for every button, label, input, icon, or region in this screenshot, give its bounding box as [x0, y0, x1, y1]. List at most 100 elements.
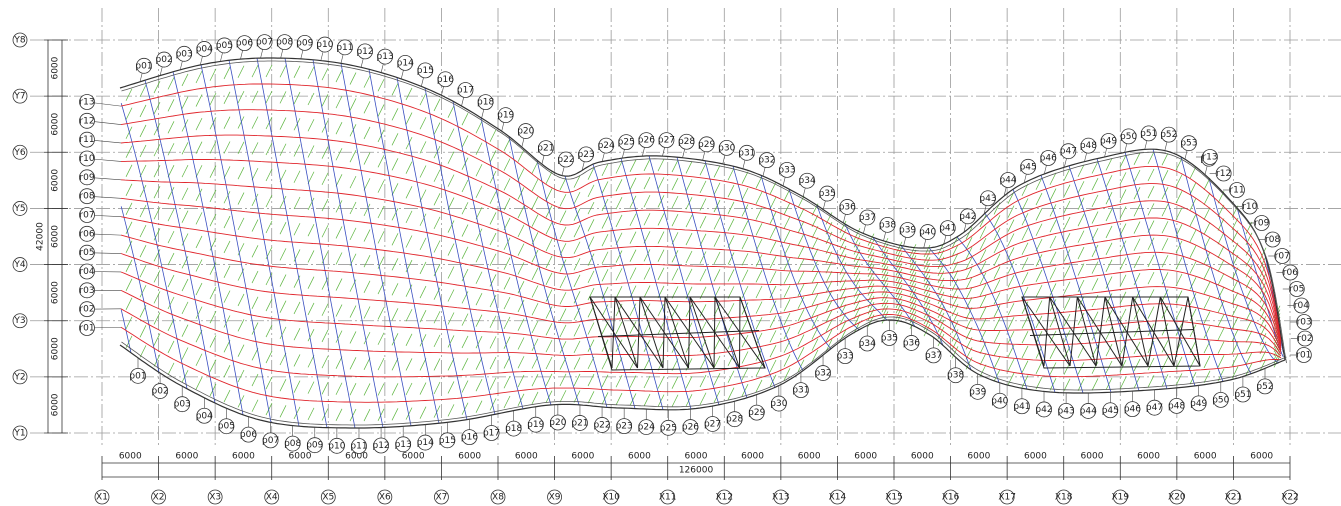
axis-bubble: [12, 201, 28, 216]
mesh-brace: [881, 271, 889, 285]
mesh-brace: [265, 168, 273, 182]
mesh-brace: [363, 126, 371, 140]
mesh-diagonal: [120, 102, 188, 389]
mesh-brace: [895, 306, 903, 319]
node-bubble: [262, 432, 279, 449]
mesh-diagonal: [1096, 158, 1168, 389]
mesh-brace: [503, 395, 511, 409]
mesh-brace: [979, 318, 987, 331]
node-bubble: [306, 437, 323, 454]
mesh-brace: [1189, 213, 1197, 227]
mesh-brace: [909, 266, 917, 279]
mesh-brace: [153, 143, 161, 157]
mesh-brace: [1161, 238, 1169, 251]
node-bubble: [947, 367, 964, 384]
mesh-brace: [881, 254, 889, 268]
mesh-brace: [181, 301, 189, 315]
truss-brace: [1021, 296, 1071, 367]
mesh-brace: [545, 306, 553, 319]
mesh-brace: [1063, 330, 1071, 343]
axis-bubble: [377, 489, 393, 505]
mesh-brace: [321, 225, 329, 238]
mesh-brace: [811, 293, 819, 306]
mesh-brace: [503, 178, 511, 191]
mesh-brace: [237, 319, 245, 332]
node-bubble: [1040, 150, 1057, 166]
node-label: p43: [979, 194, 996, 204]
mesh-brace: [391, 133, 399, 146]
mesh-brace: [825, 270, 833, 284]
mesh-brace: [1119, 359, 1127, 373]
mesh-brace: [1133, 376, 1141, 389]
mesh-brace: [139, 144, 147, 158]
mesh-brace: [783, 202, 791, 215]
mesh-brace: [797, 296, 805, 309]
mesh-brace: [545, 356, 553, 370]
axis-bubble: [716, 489, 732, 505]
truss-brace: [1076, 296, 1123, 367]
mesh-brace: [671, 394, 679, 407]
mesh-brace: [1203, 207, 1211, 220]
mesh-brace: [643, 393, 651, 407]
mesh-brace: [601, 251, 609, 264]
mesh-brace: [405, 309, 413, 322]
mesh-brace: [139, 184, 147, 198]
node-label: p29: [748, 408, 765, 418]
node-label: p51: [1140, 129, 1157, 139]
mesh-brace: [503, 158, 511, 171]
node-label: p16: [461, 433, 478, 443]
node-bubble: [79, 225, 95, 242]
node-label: p39: [969, 387, 986, 397]
mesh-brace: [503, 198, 511, 211]
mesh-brace: [1007, 219, 1015, 232]
mesh-brace: [951, 329, 959, 342]
node-label: p22: [557, 155, 574, 165]
node-label: p26: [638, 136, 655, 146]
mesh-brace: [755, 254, 763, 267]
mesh-brace: [139, 164, 147, 178]
truss-brace: [1159, 296, 1201, 367]
node-bubble: [738, 144, 755, 161]
mesh-brace: [489, 253, 497, 266]
y-axis-label: Y2: [13, 372, 25, 382]
mesh-brace: [195, 188, 203, 201]
mesh-brace: [1091, 261, 1099, 274]
dim-text: 6000: [967, 452, 990, 462]
mesh-brace: [713, 182, 721, 195]
mesh-brace: [461, 402, 469, 415]
mesh-brace: [741, 285, 749, 299]
mesh-brace: [489, 377, 497, 390]
mesh-brace: [587, 322, 595, 335]
mesh-brace: [867, 258, 875, 271]
node-label: r07: [79, 211, 94, 221]
mesh-brace: [783, 216, 791, 229]
mesh-brace: [195, 141, 203, 154]
mesh-brace: [489, 356, 497, 370]
mesh-brace: [125, 278, 133, 291]
mesh-brace: [223, 141, 231, 154]
dim-text: 6000: [1137, 452, 1160, 462]
mesh-brace: [923, 269, 931, 282]
dim-text: 6000: [1024, 452, 1047, 462]
mesh-brace: [461, 380, 469, 393]
mesh-diagonal: [284, 58, 356, 429]
mesh-brace: [825, 280, 833, 293]
mesh-brace: [1077, 329, 1085, 342]
mesh-brace: [223, 215, 231, 229]
mesh-brace: [181, 324, 189, 337]
mesh-brace: [713, 373, 721, 386]
mesh-brace: [489, 232, 497, 246]
x-axis-label: X13: [772, 493, 790, 503]
axis-bubble: [320, 489, 336, 505]
node-label: p50: [1212, 395, 1229, 405]
mesh-brace: [1049, 172, 1057, 185]
mesh-brace: [601, 374, 609, 387]
mesh-brace: [167, 121, 175, 134]
mesh-brace: [783, 326, 791, 340]
node-label: p31: [792, 386, 809, 396]
truss-brace: [1121, 296, 1134, 367]
mesh-brace: [251, 142, 259, 155]
node-bubble: [881, 330, 898, 346]
mesh-brace: [685, 214, 693, 228]
node-label: p09: [296, 38, 313, 48]
